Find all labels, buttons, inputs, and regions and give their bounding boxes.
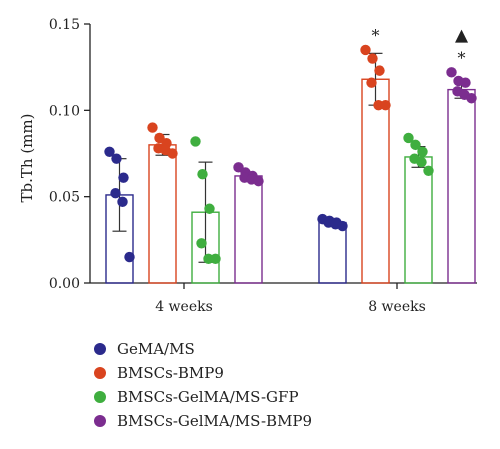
legend-marker <box>94 367 106 379</box>
data-point <box>423 165 434 176</box>
legend-label: BMSCs-BMP9 <box>117 364 224 382</box>
data-point <box>366 77 377 88</box>
y-tick-label: 0.10 <box>49 103 80 119</box>
data-point <box>167 148 178 159</box>
y-tick-label: 0.15 <box>49 17 80 33</box>
data-point <box>367 53 378 64</box>
data-point <box>446 67 457 78</box>
legend: GeMA/MS BMSCs-BMP9 BMSCs-GelMA/MS-GFP BMSCs… <box>94 340 312 430</box>
legend-marker <box>94 343 106 355</box>
y-tick-label: 0.00 <box>49 276 80 292</box>
axes: 0.00 0.05 0.10 0.15 4 weeks 8 weeks <box>49 17 477 315</box>
data-point <box>110 188 121 199</box>
data-point <box>460 77 471 88</box>
data-point <box>117 196 128 208</box>
y-axis-label: Tb.Th (mm) <box>18 114 36 203</box>
data-point <box>204 203 215 214</box>
annotation: * <box>372 26 380 45</box>
data-point <box>253 175 264 187</box>
y-tick-label: 0.05 <box>49 190 80 206</box>
x-tick-label: 8 weeks <box>368 299 426 315</box>
data-point <box>124 251 135 263</box>
data-point <box>210 253 221 265</box>
data-point <box>196 238 207 249</box>
data-point <box>360 44 371 56</box>
data-point <box>337 220 348 232</box>
annotation: * <box>458 48 466 67</box>
bar <box>447 88 476 284</box>
data-point <box>118 172 129 183</box>
bar <box>148 144 177 284</box>
data-point <box>197 169 208 180</box>
data-point <box>111 153 122 164</box>
data-point <box>403 132 414 144</box>
data-point <box>410 139 421 151</box>
data-point <box>147 122 158 133</box>
data-point <box>416 156 427 168</box>
bar <box>318 221 347 284</box>
data-point <box>380 99 391 111</box>
legend-label: GeMA/MS <box>117 340 195 358</box>
legend-label: BMSCs-GelMA/MS-GFP <box>117 388 299 406</box>
data-point <box>417 146 428 157</box>
annotation: ▲ <box>455 25 469 45</box>
legend-marker <box>94 415 106 427</box>
legend-label: BMSCs-GelMA/MS-BMP9 <box>117 412 312 430</box>
data-point <box>190 136 201 147</box>
data-point <box>466 93 477 104</box>
marks: * * ▲ <box>104 25 477 284</box>
x-tick-label: 4 weeks <box>155 299 213 315</box>
data-point <box>104 146 115 157</box>
bar <box>234 175 263 284</box>
data-point <box>374 65 385 76</box>
legend-marker <box>94 391 106 403</box>
